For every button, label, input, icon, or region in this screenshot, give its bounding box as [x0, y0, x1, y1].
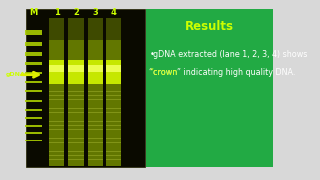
Bar: [49, 151, 64, 152]
Bar: [26, 132, 42, 134]
Bar: [88, 99, 103, 100]
Bar: [26, 125, 42, 127]
Bar: [88, 129, 103, 130]
Bar: [26, 42, 42, 46]
Bar: [146, 9, 273, 167]
Text: 1: 1: [54, 8, 60, 17]
Bar: [68, 121, 84, 122]
Bar: [68, 142, 84, 143]
Bar: [49, 159, 64, 160]
Text: Results: Results: [185, 20, 234, 33]
Bar: [49, 121, 64, 122]
Bar: [49, 91, 64, 92]
Text: M: M: [30, 8, 38, 17]
Bar: [49, 60, 64, 84]
Bar: [68, 65, 84, 72]
Bar: [106, 125, 121, 126]
Bar: [88, 138, 103, 139]
Bar: [106, 129, 121, 130]
Bar: [68, 95, 84, 96]
Bar: [106, 108, 121, 109]
Bar: [88, 95, 103, 96]
Bar: [106, 142, 121, 143]
Bar: [26, 117, 42, 119]
Bar: [49, 138, 64, 139]
Bar: [106, 112, 121, 113]
Bar: [88, 112, 103, 113]
Bar: [26, 30, 42, 35]
Bar: [106, 138, 121, 139]
Bar: [68, 159, 84, 160]
Bar: [88, 142, 103, 143]
Bar: [106, 95, 121, 96]
Text: •: •: [149, 50, 154, 59]
Bar: [26, 9, 145, 167]
Text: 3: 3: [92, 8, 98, 17]
Text: gDNA: gDNA: [5, 72, 25, 77]
Bar: [88, 60, 103, 84]
Bar: [68, 125, 84, 126]
Text: 2: 2: [73, 8, 79, 17]
Bar: [49, 142, 64, 143]
Bar: [88, 108, 103, 109]
Bar: [26, 100, 42, 102]
Bar: [68, 112, 84, 113]
Bar: [49, 112, 64, 113]
Bar: [88, 121, 103, 122]
Bar: [49, 108, 64, 109]
Bar: [68, 40, 84, 166]
Text: “crown” indicating high quality DNA.: “crown” indicating high quality DNA.: [149, 68, 296, 76]
Bar: [26, 90, 42, 92]
Bar: [49, 65, 64, 72]
Text: gDNA extracted (lane 1, 2, 3, 4) shows: gDNA extracted (lane 1, 2, 3, 4) shows: [153, 50, 307, 59]
Bar: [68, 129, 84, 130]
Text: 4: 4: [110, 8, 116, 17]
Bar: [49, 18, 64, 166]
Bar: [26, 62, 42, 65]
Bar: [68, 151, 84, 152]
Bar: [88, 125, 103, 126]
Bar: [49, 99, 64, 100]
Bar: [88, 151, 103, 152]
Bar: [106, 91, 121, 92]
Bar: [49, 129, 64, 130]
Bar: [106, 65, 121, 72]
Bar: [49, 125, 64, 126]
Bar: [106, 151, 121, 152]
Text: “crown: “crown: [149, 68, 178, 76]
Bar: [68, 18, 84, 166]
Bar: [26, 109, 42, 111]
Bar: [26, 52, 42, 56]
Bar: [49, 40, 64, 166]
Bar: [106, 18, 121, 166]
Bar: [68, 155, 84, 156]
Bar: [106, 40, 121, 166]
Bar: [88, 91, 103, 92]
Bar: [106, 159, 121, 160]
Bar: [68, 91, 84, 92]
Bar: [49, 155, 64, 156]
Bar: [26, 140, 42, 141]
Bar: [88, 159, 103, 160]
Bar: [49, 95, 64, 96]
Bar: [106, 99, 121, 100]
Bar: [88, 65, 103, 72]
Bar: [88, 40, 103, 166]
Bar: [26, 72, 42, 74]
Bar: [106, 60, 121, 84]
Bar: [106, 155, 121, 156]
Bar: [68, 99, 84, 100]
Bar: [88, 18, 103, 166]
Bar: [68, 60, 84, 84]
Bar: [106, 121, 121, 122]
Bar: [68, 108, 84, 109]
Bar: [26, 81, 42, 83]
Bar: [88, 155, 103, 156]
Bar: [68, 138, 84, 139]
